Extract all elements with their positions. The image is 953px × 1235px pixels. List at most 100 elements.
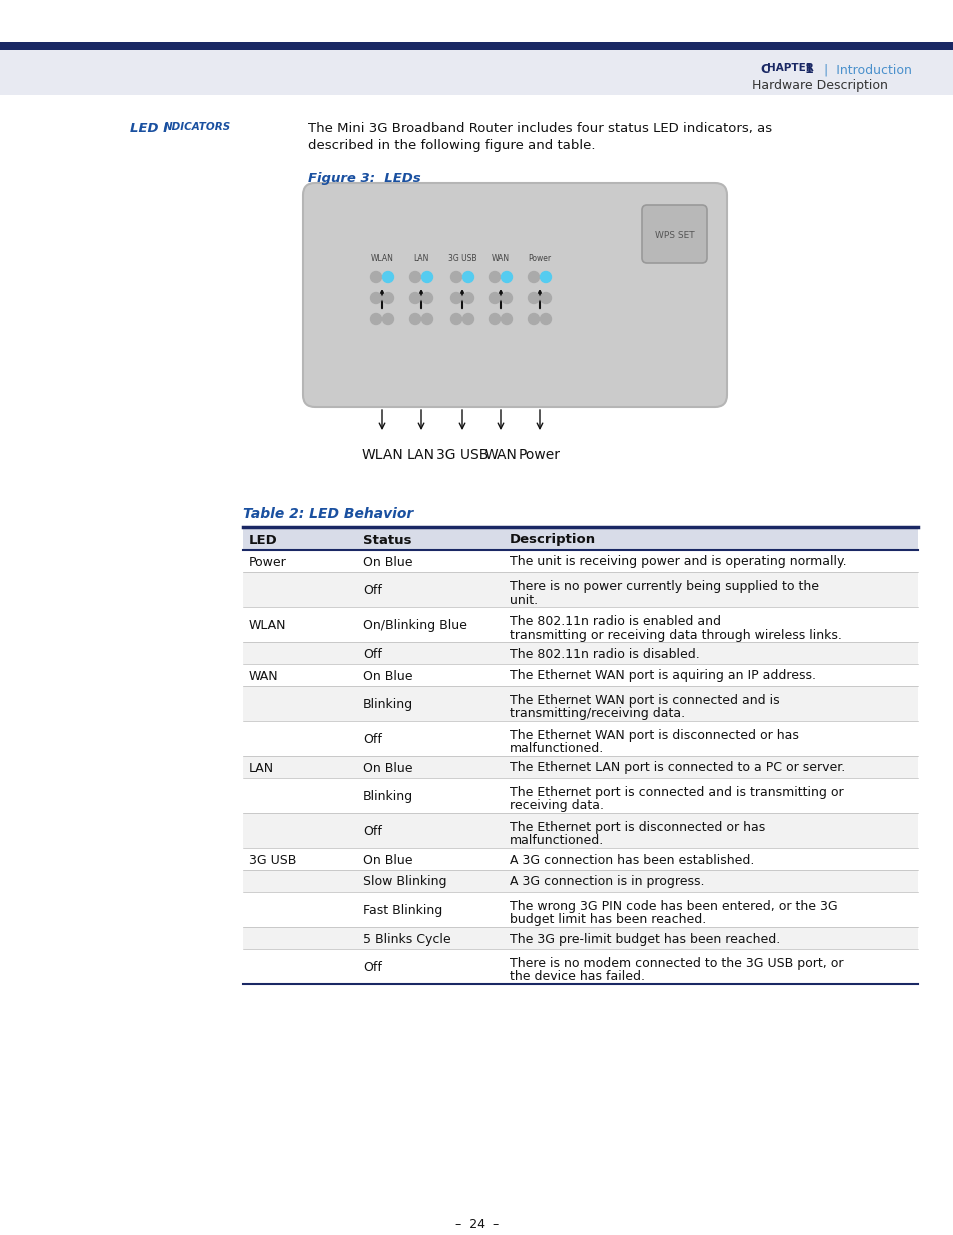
Text: unit.: unit. [510, 594, 537, 606]
Bar [243, 529, 917, 550]
Circle shape [421, 314, 432, 325]
Text: Status: Status [363, 534, 411, 547]
Text: The Ethernet WAN port is connected and is: The Ethernet WAN port is connected and i… [510, 694, 779, 706]
Circle shape [501, 314, 512, 325]
Text: budget limit has been reached.: budget limit has been reached. [510, 914, 705, 926]
Text: WLAN: WLAN [361, 448, 402, 462]
Circle shape [528, 272, 539, 283]
Bar [243, 869, 917, 892]
Text: described in the following figure and table.: described in the following figure and ta… [308, 140, 595, 152]
Text: WPS SET: WPS SET [654, 231, 694, 240]
FancyBboxPatch shape [303, 183, 726, 408]
Text: On Blue: On Blue [363, 853, 412, 867]
Bar [243, 606, 917, 642]
Text: There is no power currently being supplied to the: There is no power currently being suppli… [510, 580, 818, 593]
Text: Slow Blinking: Slow Blinking [363, 876, 446, 888]
Text: the device has failed.: the device has failed. [510, 971, 644, 983]
Text: LAN: LAN [413, 254, 428, 263]
Circle shape [540, 293, 551, 304]
Circle shape [450, 272, 461, 283]
Text: Table 2: LED Behavior: Table 2: LED Behavior [243, 508, 413, 521]
Bar [243, 927, 917, 948]
Text: 3G USB: 3G USB [249, 853, 296, 867]
Text: WAN: WAN [249, 669, 278, 683]
FancyBboxPatch shape [641, 205, 706, 263]
Text: Description: Description [510, 534, 596, 547]
Circle shape [501, 272, 512, 283]
Text: The Ethernet WAN port is aquiring an IP address.: The Ethernet WAN port is aquiring an IP … [510, 669, 815, 683]
Text: LAN: LAN [249, 762, 274, 774]
Bar [243, 813, 917, 848]
Text: On Blue: On Blue [363, 669, 412, 683]
Text: 3G USB: 3G USB [436, 448, 488, 462]
Text: 3G USB: 3G USB [447, 254, 476, 263]
Text: Off: Off [363, 647, 381, 661]
Text: malfunctioned.: malfunctioned. [510, 835, 603, 847]
Bar [243, 848, 917, 869]
Text: A 3G connection is in progress.: A 3G connection is in progress. [510, 876, 703, 888]
Text: NDICATORS: NDICATORS [164, 122, 231, 132]
Text: The Ethernet port is disconnected or has: The Ethernet port is disconnected or has [510, 821, 764, 834]
Circle shape [382, 272, 393, 283]
Circle shape [421, 272, 432, 283]
Circle shape [489, 293, 500, 304]
Bar [243, 642, 917, 664]
Text: On Blue: On Blue [363, 556, 412, 568]
Text: LED I: LED I [130, 122, 168, 135]
Text: The Ethernet port is connected and is transmitting or: The Ethernet port is connected and is tr… [510, 785, 842, 799]
Circle shape [370, 272, 381, 283]
Text: WLAN: WLAN [370, 254, 393, 263]
Text: The 802.11n radio is enabled and: The 802.11n radio is enabled and [510, 615, 720, 629]
Text: The 802.11n radio is disabled.: The 802.11n radio is disabled. [510, 647, 699, 661]
Text: Off: Off [363, 584, 381, 597]
Bar [0, 42, 953, 49]
Text: Power: Power [518, 448, 560, 462]
Text: On/Blinking Blue: On/Blinking Blue [363, 619, 466, 632]
Circle shape [382, 314, 393, 325]
Text: WAN: WAN [484, 448, 517, 462]
Bar [243, 948, 917, 984]
Text: On Blue: On Blue [363, 762, 412, 774]
Text: transmitting or receiving data through wireless links.: transmitting or receiving data through w… [510, 629, 841, 641]
Circle shape [489, 272, 500, 283]
Circle shape [501, 293, 512, 304]
Text: Power: Power [528, 254, 551, 263]
Text: The Ethernet WAN port is disconnected or has: The Ethernet WAN port is disconnected or… [510, 729, 798, 742]
Circle shape [462, 314, 473, 325]
Bar [243, 892, 917, 927]
Circle shape [450, 314, 461, 325]
Text: Hardware Description: Hardware Description [751, 79, 887, 91]
Circle shape [421, 293, 432, 304]
Circle shape [540, 314, 551, 325]
Circle shape [528, 314, 539, 325]
Bar [243, 572, 917, 606]
Circle shape [370, 314, 381, 325]
Text: Power: Power [249, 556, 287, 568]
Text: HAPTER: HAPTER [766, 63, 813, 73]
Text: Blinking: Blinking [363, 698, 413, 711]
Bar [243, 778, 917, 813]
Text: Fast Blinking: Fast Blinking [363, 904, 442, 918]
Circle shape [540, 272, 551, 283]
Circle shape [409, 314, 420, 325]
Text: A 3G connection has been established.: A 3G connection has been established. [510, 853, 754, 867]
Text: WAN: WAN [492, 254, 510, 263]
Text: Blinking: Blinking [363, 790, 413, 803]
Bar [243, 756, 917, 778]
Bar [243, 664, 917, 685]
Circle shape [370, 293, 381, 304]
Circle shape [462, 272, 473, 283]
Circle shape [409, 272, 420, 283]
Text: The unit is receiving power and is operating normally.: The unit is receiving power and is opera… [510, 556, 845, 568]
Text: 5 Blinks Cycle: 5 Blinks Cycle [363, 932, 450, 946]
Bar [0, 49, 953, 95]
Text: The wrong 3G PIN code has been entered, or the 3G: The wrong 3G PIN code has been entered, … [510, 900, 837, 913]
Text: |  Introduction: | Introduction [815, 63, 911, 77]
Circle shape [489, 314, 500, 325]
Text: Off: Off [363, 825, 381, 839]
Text: transmitting/receiving data.: transmitting/receiving data. [510, 708, 684, 720]
Circle shape [450, 293, 461, 304]
Circle shape [409, 293, 420, 304]
Text: The 3G pre-limit budget has been reached.: The 3G pre-limit budget has been reached… [510, 932, 780, 946]
Text: The Ethernet LAN port is connected to a PC or server.: The Ethernet LAN port is connected to a … [510, 762, 844, 774]
